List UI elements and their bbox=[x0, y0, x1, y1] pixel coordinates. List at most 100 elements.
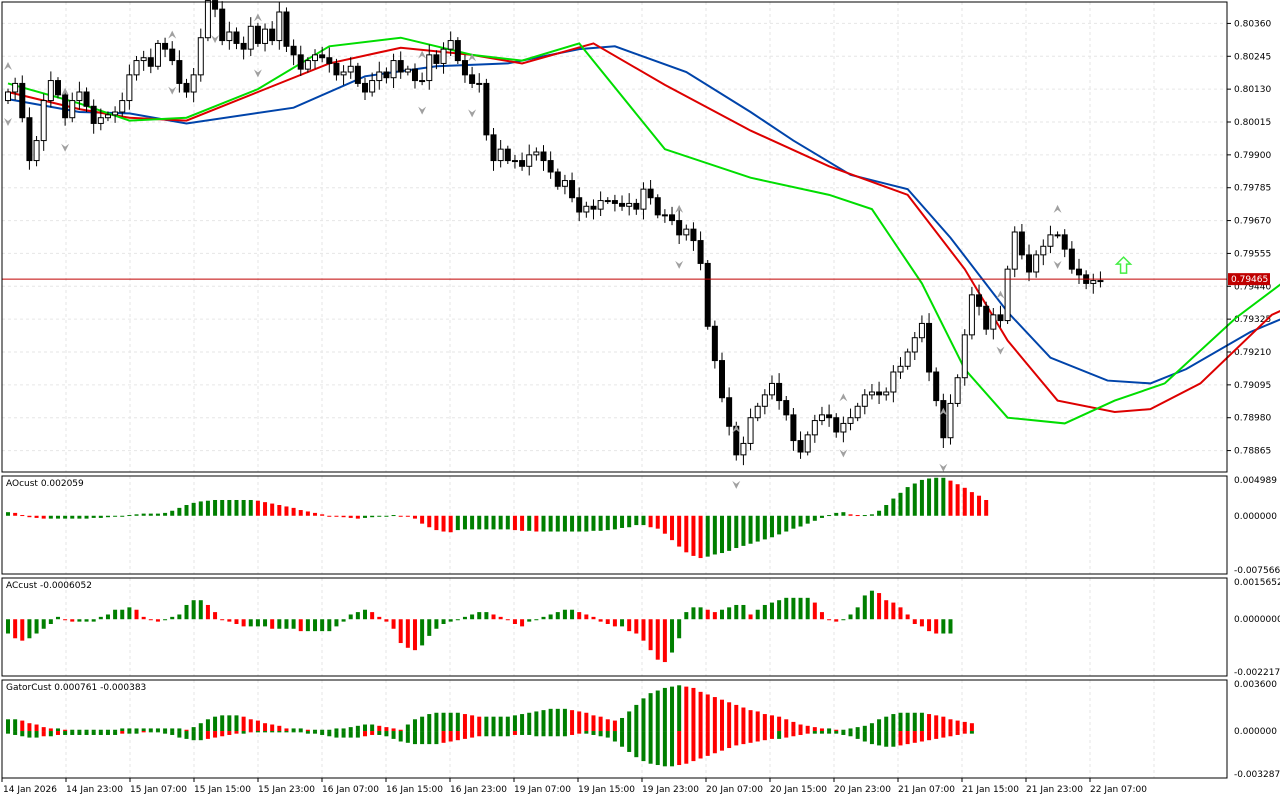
gator-bar bbox=[677, 731, 682, 766]
ac-bar bbox=[805, 597, 810, 620]
ac-bar bbox=[841, 619, 846, 621]
ac-bar bbox=[120, 609, 125, 620]
gator-bar bbox=[598, 731, 603, 737]
candle bbox=[847, 417, 854, 424]
fractal-down-icon bbox=[939, 463, 948, 472]
candle bbox=[340, 71, 347, 76]
gator-bar bbox=[584, 731, 589, 734]
gator-bar bbox=[605, 731, 610, 738]
time-axis-label: 14 Jan 2026 bbox=[3, 785, 57, 795]
ao-bar bbox=[234, 499, 239, 516]
ac-bar bbox=[584, 614, 589, 620]
ao-bar bbox=[84, 515, 89, 519]
ac-bar bbox=[48, 619, 53, 624]
gator-bar bbox=[84, 729, 89, 732]
gator-bar bbox=[855, 727, 860, 732]
gator-bar bbox=[34, 731, 39, 738]
candle bbox=[961, 334, 968, 379]
gator-bar bbox=[741, 707, 746, 732]
ao-bar bbox=[48, 515, 53, 519]
ac-bar bbox=[398, 619, 403, 644]
ac-bar bbox=[562, 609, 567, 620]
fractal-down-icon bbox=[468, 109, 477, 118]
gator-bar bbox=[177, 731, 182, 738]
ao-bar bbox=[120, 515, 125, 517]
gator-bar bbox=[155, 728, 160, 732]
gator-bar bbox=[670, 731, 675, 767]
gator-bar bbox=[748, 710, 753, 732]
ao-bar bbox=[141, 513, 146, 516]
ao-bar bbox=[691, 515, 696, 556]
ao-bar bbox=[941, 477, 946, 516]
candle bbox=[761, 394, 768, 407]
ao-bar bbox=[341, 515, 346, 518]
gator-bar bbox=[377, 725, 382, 732]
candle bbox=[704, 262, 711, 327]
candle bbox=[669, 214, 676, 222]
ac-bar bbox=[363, 609, 367, 620]
ao-bar bbox=[520, 515, 525, 531]
gator-bar bbox=[163, 731, 168, 734]
gator-bar bbox=[327, 729, 332, 732]
ac-bar bbox=[163, 619, 168, 621]
gator-bar bbox=[884, 716, 889, 732]
candle bbox=[726, 397, 733, 427]
fractal-down-icon bbox=[253, 69, 262, 78]
gator-bar bbox=[420, 716, 425, 732]
gator-bar bbox=[348, 731, 353, 738]
candle bbox=[940, 400, 947, 439]
candle bbox=[1018, 231, 1025, 256]
gator-bar bbox=[455, 731, 460, 741]
ao-bar bbox=[727, 515, 732, 551]
gator-bar bbox=[55, 728, 60, 732]
ac-bar bbox=[198, 600, 203, 620]
gator-bar bbox=[6, 731, 10, 734]
gator-bar bbox=[684, 731, 689, 764]
gator-bar bbox=[298, 731, 303, 733]
candle bbox=[347, 65, 354, 73]
gator-bar bbox=[627, 731, 632, 752]
ao-bar bbox=[13, 512, 18, 516]
candle bbox=[976, 294, 983, 307]
gator-bar bbox=[120, 728, 125, 732]
gator-bar bbox=[220, 731, 225, 737]
gator-bar bbox=[398, 731, 403, 742]
ao-bar bbox=[748, 515, 753, 544]
gator-bar bbox=[891, 731, 896, 747]
gator-bar bbox=[13, 719, 18, 732]
gator-bar bbox=[213, 716, 218, 732]
gator-bar bbox=[727, 731, 732, 749]
ac-bar bbox=[84, 619, 89, 622]
ac-tick-label: 0.0000000 bbox=[1234, 615, 1280, 625]
gator-bar bbox=[227, 715, 232, 732]
ao-bar bbox=[377, 515, 382, 517]
ao-bar bbox=[570, 515, 575, 532]
gator-bar bbox=[727, 702, 732, 732]
current-price-label: 0.79465 bbox=[1231, 275, 1268, 285]
ac-bar bbox=[277, 619, 282, 629]
ao-bar bbox=[134, 514, 139, 516]
ac-bar bbox=[477, 612, 482, 620]
gator-bar bbox=[712, 731, 717, 754]
gator-bar bbox=[163, 728, 168, 732]
fractal-up-icon bbox=[4, 62, 12, 70]
gator-bar bbox=[969, 723, 974, 732]
ac-bar bbox=[534, 619, 539, 621]
ac-bar bbox=[341, 619, 346, 622]
ac-bar bbox=[520, 619, 525, 627]
ao-bar bbox=[148, 513, 153, 516]
ao-bar bbox=[305, 511, 310, 516]
gator-bar bbox=[120, 731, 125, 734]
ao-bar bbox=[927, 478, 932, 516]
ao-bar bbox=[841, 512, 846, 516]
gator-bar bbox=[148, 728, 153, 732]
candle bbox=[47, 80, 54, 102]
gator-bar bbox=[862, 725, 867, 732]
ao-bar bbox=[20, 515, 25, 517]
gator-tick-label: -0.003287 bbox=[1234, 770, 1280, 780]
ao-bar bbox=[27, 515, 32, 518]
ao-bar bbox=[184, 505, 189, 516]
gator-bar bbox=[919, 712, 924, 732]
candle bbox=[590, 205, 597, 210]
gator-bar bbox=[191, 727, 196, 732]
